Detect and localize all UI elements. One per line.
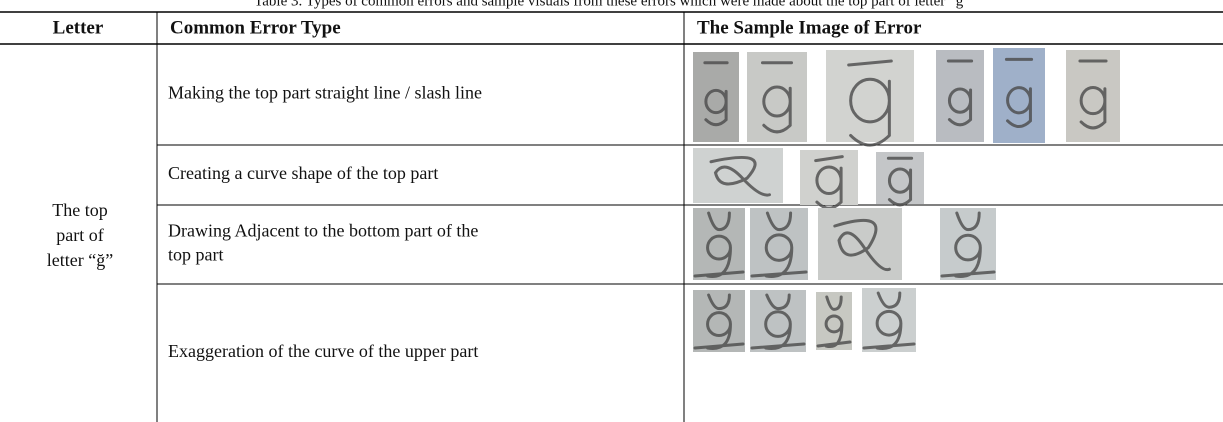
handwriting xyxy=(833,218,891,272)
sample-image xyxy=(693,52,739,142)
header-cell: Common Error Type xyxy=(170,17,341,38)
header-cell: The Sample Image of Error xyxy=(697,17,922,38)
sample-image xyxy=(693,290,745,352)
sample-image xyxy=(750,290,806,352)
error-type: Drawing Adjacent to the bottom part of t… xyxy=(168,221,478,241)
sample-image xyxy=(750,208,808,280)
handwriting xyxy=(862,291,916,350)
handwriting xyxy=(693,293,745,350)
handwriting xyxy=(703,61,729,127)
handwriting xyxy=(816,295,852,349)
error-type: Exaggeration of the curve of the upper p… xyxy=(168,341,478,361)
handwriting xyxy=(760,61,794,134)
handwriting xyxy=(946,59,974,127)
letter-cell: The top xyxy=(52,200,108,220)
handwriting xyxy=(709,155,771,197)
letter-cell: part of xyxy=(56,225,103,245)
handwriting xyxy=(940,211,996,278)
letter-cell: letter “ğ” xyxy=(47,250,113,270)
sample-image xyxy=(862,288,916,352)
handwriting xyxy=(750,211,808,278)
sample-image xyxy=(940,208,996,280)
handwriting xyxy=(693,211,745,278)
handwriting xyxy=(750,293,806,350)
caption: Table 3. Types of common errors and samp… xyxy=(254,0,970,9)
handwriting xyxy=(847,59,893,147)
header-cell: Letter xyxy=(53,17,104,38)
sample-image xyxy=(826,50,914,142)
handwriting xyxy=(1004,57,1034,129)
handwriting xyxy=(814,155,844,210)
handwriting xyxy=(1078,59,1108,130)
error-type: Making the top part straight line / slas… xyxy=(168,83,482,103)
sample-image xyxy=(816,292,852,350)
sample-image xyxy=(747,52,807,142)
handwriting xyxy=(886,156,914,207)
sample-image xyxy=(993,48,1045,143)
sample-image xyxy=(693,208,745,280)
error-type: Creating a curve shape of the top part xyxy=(168,163,438,183)
error-type: top part xyxy=(168,245,224,265)
sample-image xyxy=(936,50,984,142)
sample-image xyxy=(876,152,924,204)
